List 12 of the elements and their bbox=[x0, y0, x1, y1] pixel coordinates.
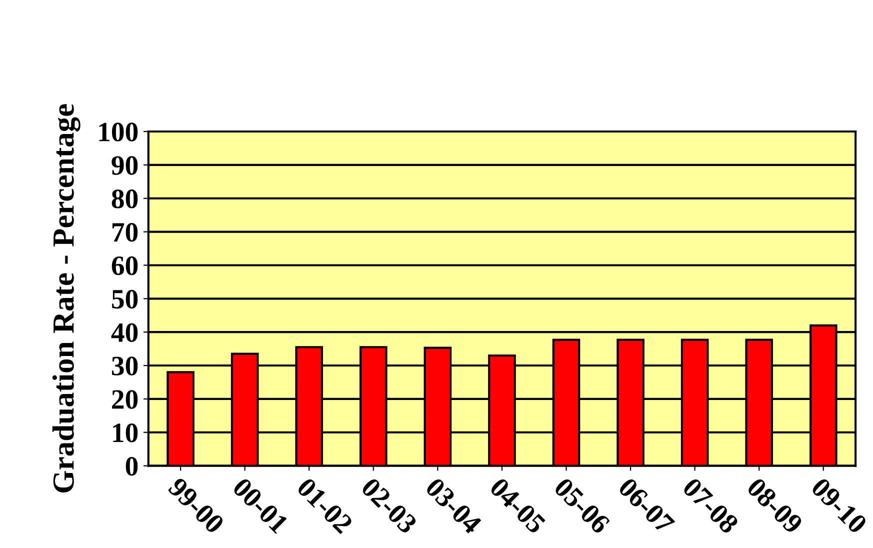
y-tick-label: 20 bbox=[112, 390, 138, 409]
y-tick-label: 100 bbox=[99, 122, 138, 142]
y-tick-label: 30 bbox=[112, 356, 138, 376]
y-tick-label: 0 bbox=[126, 456, 138, 476]
y-tick-label: 40 bbox=[111, 323, 138, 342]
y-axis-title: Graduation Rate - Percentage bbox=[52, 104, 80, 492]
y-tick-label: 70 bbox=[112, 222, 138, 242]
y-tick-label: 60 bbox=[112, 256, 138, 276]
y-tick-label: 50 bbox=[112, 290, 138, 309]
y-tick-label: 80 bbox=[112, 190, 138, 208]
y-tick-label: 90 bbox=[112, 156, 138, 175]
y-tick-label: 10 bbox=[113, 424, 138, 442]
